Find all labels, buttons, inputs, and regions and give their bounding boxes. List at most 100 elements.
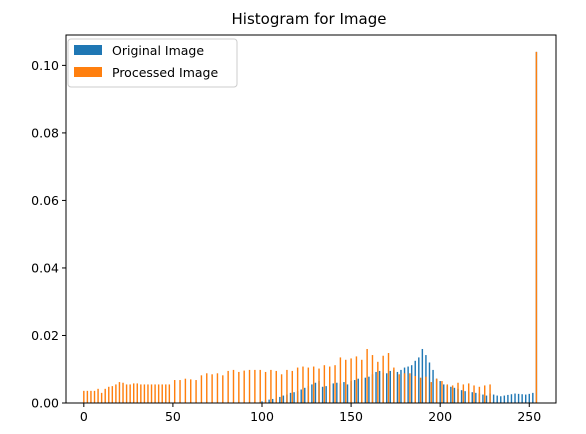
original-bar-54 xyxy=(453,387,456,403)
y-tick-label-0: 0.00 xyxy=(31,396,59,411)
original-bar-45 xyxy=(421,348,424,403)
original-bar-12 xyxy=(304,387,306,403)
processed-bar-55 xyxy=(334,365,336,403)
legend-swatch-original xyxy=(74,45,102,55)
original-bar-15 xyxy=(314,382,317,403)
processed-bar-20 xyxy=(154,384,156,403)
x-tick-label-2: 100 xyxy=(250,409,274,424)
original-bar-8 xyxy=(289,392,292,403)
original-bar-48 xyxy=(432,369,434,403)
processed-bar-60 xyxy=(361,359,363,403)
original-bar-29 xyxy=(364,377,367,403)
original-bar-41 xyxy=(407,366,409,403)
processed-bar-22 xyxy=(161,384,163,403)
processed-bar-26 xyxy=(179,380,181,403)
original-bar-60 xyxy=(475,392,477,403)
chart-title: Histogram for Image xyxy=(232,10,387,28)
processed-bar-31 xyxy=(206,373,208,403)
processed-bar-18 xyxy=(147,384,149,403)
y-tick-label-4: 0.08 xyxy=(31,125,59,140)
original-bar-0 xyxy=(261,401,263,403)
original-bar-56 xyxy=(460,390,463,403)
original-bar-35 xyxy=(386,373,388,403)
bars-layer xyxy=(83,51,538,403)
processed-bar-33 xyxy=(216,373,219,403)
processed-bar-68 xyxy=(403,373,406,403)
axes-layer: 0 50 100 150 200 250 0.00 0.02 0.04 0.06 0.08 0.10 xyxy=(31,58,541,424)
processed-bar-84 xyxy=(489,384,491,403)
processed-bar-81 xyxy=(473,385,475,403)
processed-bar-72 xyxy=(425,376,427,403)
processed-bar-23 xyxy=(165,384,167,403)
original-bar-65 xyxy=(492,394,495,403)
original-bar-70 xyxy=(510,394,513,403)
original-bar-24 xyxy=(346,384,349,403)
original-bar-66 xyxy=(496,395,498,403)
original-bar-59 xyxy=(471,392,473,403)
legend-swatch-processed xyxy=(74,67,102,77)
original-bar-11 xyxy=(300,389,302,403)
processed-bar-79 xyxy=(462,384,465,403)
original-bar-75 xyxy=(528,393,530,403)
x-tick-label-5: 250 xyxy=(517,409,541,424)
processed-bar-52 xyxy=(318,368,320,403)
original-bar-9 xyxy=(293,392,295,403)
processed-bar-43 xyxy=(270,369,272,403)
processed-bar-29 xyxy=(195,380,197,403)
processed-bar-77 xyxy=(451,385,454,403)
processed-bar-53 xyxy=(323,365,326,403)
processed-bar-9 xyxy=(115,384,117,403)
original-bar-2 xyxy=(268,399,270,403)
processed-bar-76 xyxy=(446,384,449,403)
processed-bar-28 xyxy=(190,379,192,403)
processed-bar-25 xyxy=(173,380,176,403)
processed-bar-32 xyxy=(211,374,213,403)
original-bar-53 xyxy=(450,386,452,403)
original-bar-68 xyxy=(503,395,506,403)
processed-bar-27 xyxy=(184,378,187,403)
processed-bar-34 xyxy=(222,375,224,403)
original-bar-76 xyxy=(532,392,534,403)
original-bar-27 xyxy=(357,378,359,403)
processed-bar-35 xyxy=(227,370,229,403)
processed-bar-66 xyxy=(393,367,395,403)
processed-bar-38 xyxy=(243,370,245,403)
processed-bar-57 xyxy=(345,359,347,403)
legend-label-original: Original Image xyxy=(112,43,204,58)
processed-bar-56 xyxy=(339,357,342,403)
original-bar-5 xyxy=(279,396,281,403)
original-bar-47 xyxy=(428,362,431,403)
original-bar-44 xyxy=(418,357,420,403)
processed-bar-41 xyxy=(259,369,261,403)
original-bar-50 xyxy=(439,381,441,403)
original-bar-30 xyxy=(368,376,370,403)
processed-bar-24 xyxy=(168,384,171,403)
processed-bar-30 xyxy=(200,375,203,403)
original-bar-33 xyxy=(378,370,381,403)
processed-bar-21 xyxy=(157,384,160,403)
legend-frame xyxy=(67,38,238,88)
original-bar-38 xyxy=(396,371,399,403)
processed-bar-2 xyxy=(90,390,92,403)
processed-bar-11 xyxy=(122,382,124,403)
processed-bar-8 xyxy=(111,386,114,403)
processed-bar-14 xyxy=(133,383,135,403)
original-bar-74 xyxy=(525,394,527,403)
processed-bar-51 xyxy=(312,366,315,403)
processed-bar-1 xyxy=(86,390,89,403)
original-bar-6 xyxy=(282,395,285,403)
processed-bar-6 xyxy=(104,388,106,403)
original-bar-62 xyxy=(482,394,484,403)
y-tick-label-3: 0.06 xyxy=(31,193,59,208)
original-bar-51 xyxy=(443,384,445,403)
processed-bar-39 xyxy=(248,369,251,403)
original-bar-57 xyxy=(464,391,466,403)
processed-bar-42 xyxy=(264,371,267,403)
original-bar-72 xyxy=(517,393,520,403)
processed-bar-64 xyxy=(382,355,384,403)
processed-bar-37 xyxy=(238,371,240,403)
original-bar-21 xyxy=(336,382,338,403)
x-tick-label-3: 150 xyxy=(339,409,363,424)
processed-bar-36 xyxy=(232,369,235,403)
processed-bar-80 xyxy=(467,383,470,403)
